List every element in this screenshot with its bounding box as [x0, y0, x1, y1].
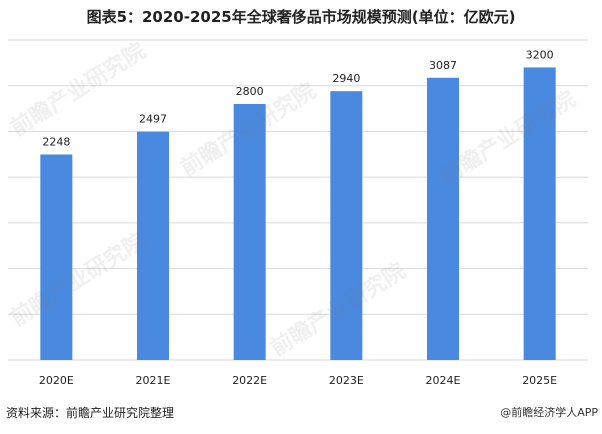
data-label: 2497: [139, 113, 167, 126]
x-tick-label: 2021E: [136, 374, 171, 387]
data-label: 3087: [429, 59, 457, 72]
data-label: 3200: [526, 48, 554, 61]
x-tick-label: 2023E: [329, 374, 364, 387]
x-tick-label: 2025E: [522, 374, 557, 387]
bar: [40, 154, 73, 360]
x-tick-label: 2020E: [39, 374, 74, 387]
data-label: 2248: [42, 135, 70, 148]
bar: [523, 67, 556, 360]
bar: [137, 131, 169, 360]
brand-label: @前瞻经济学人APP: [500, 406, 598, 419]
data-label: 2940: [332, 72, 360, 85]
bar: [427, 77, 459, 360]
bar: [330, 91, 363, 360]
source-note: 资料来源：前瞻产业研究院整理: [6, 406, 175, 420]
chart-title: 图表5：2020-2025年全球奢侈品市场规模预测(单位：亿欧元): [86, 8, 516, 26]
x-tick-label: 2022E: [232, 374, 267, 387]
bar: [233, 104, 266, 360]
x-tick-label: 2024E: [426, 374, 461, 387]
data-label: 2800: [236, 85, 264, 98]
